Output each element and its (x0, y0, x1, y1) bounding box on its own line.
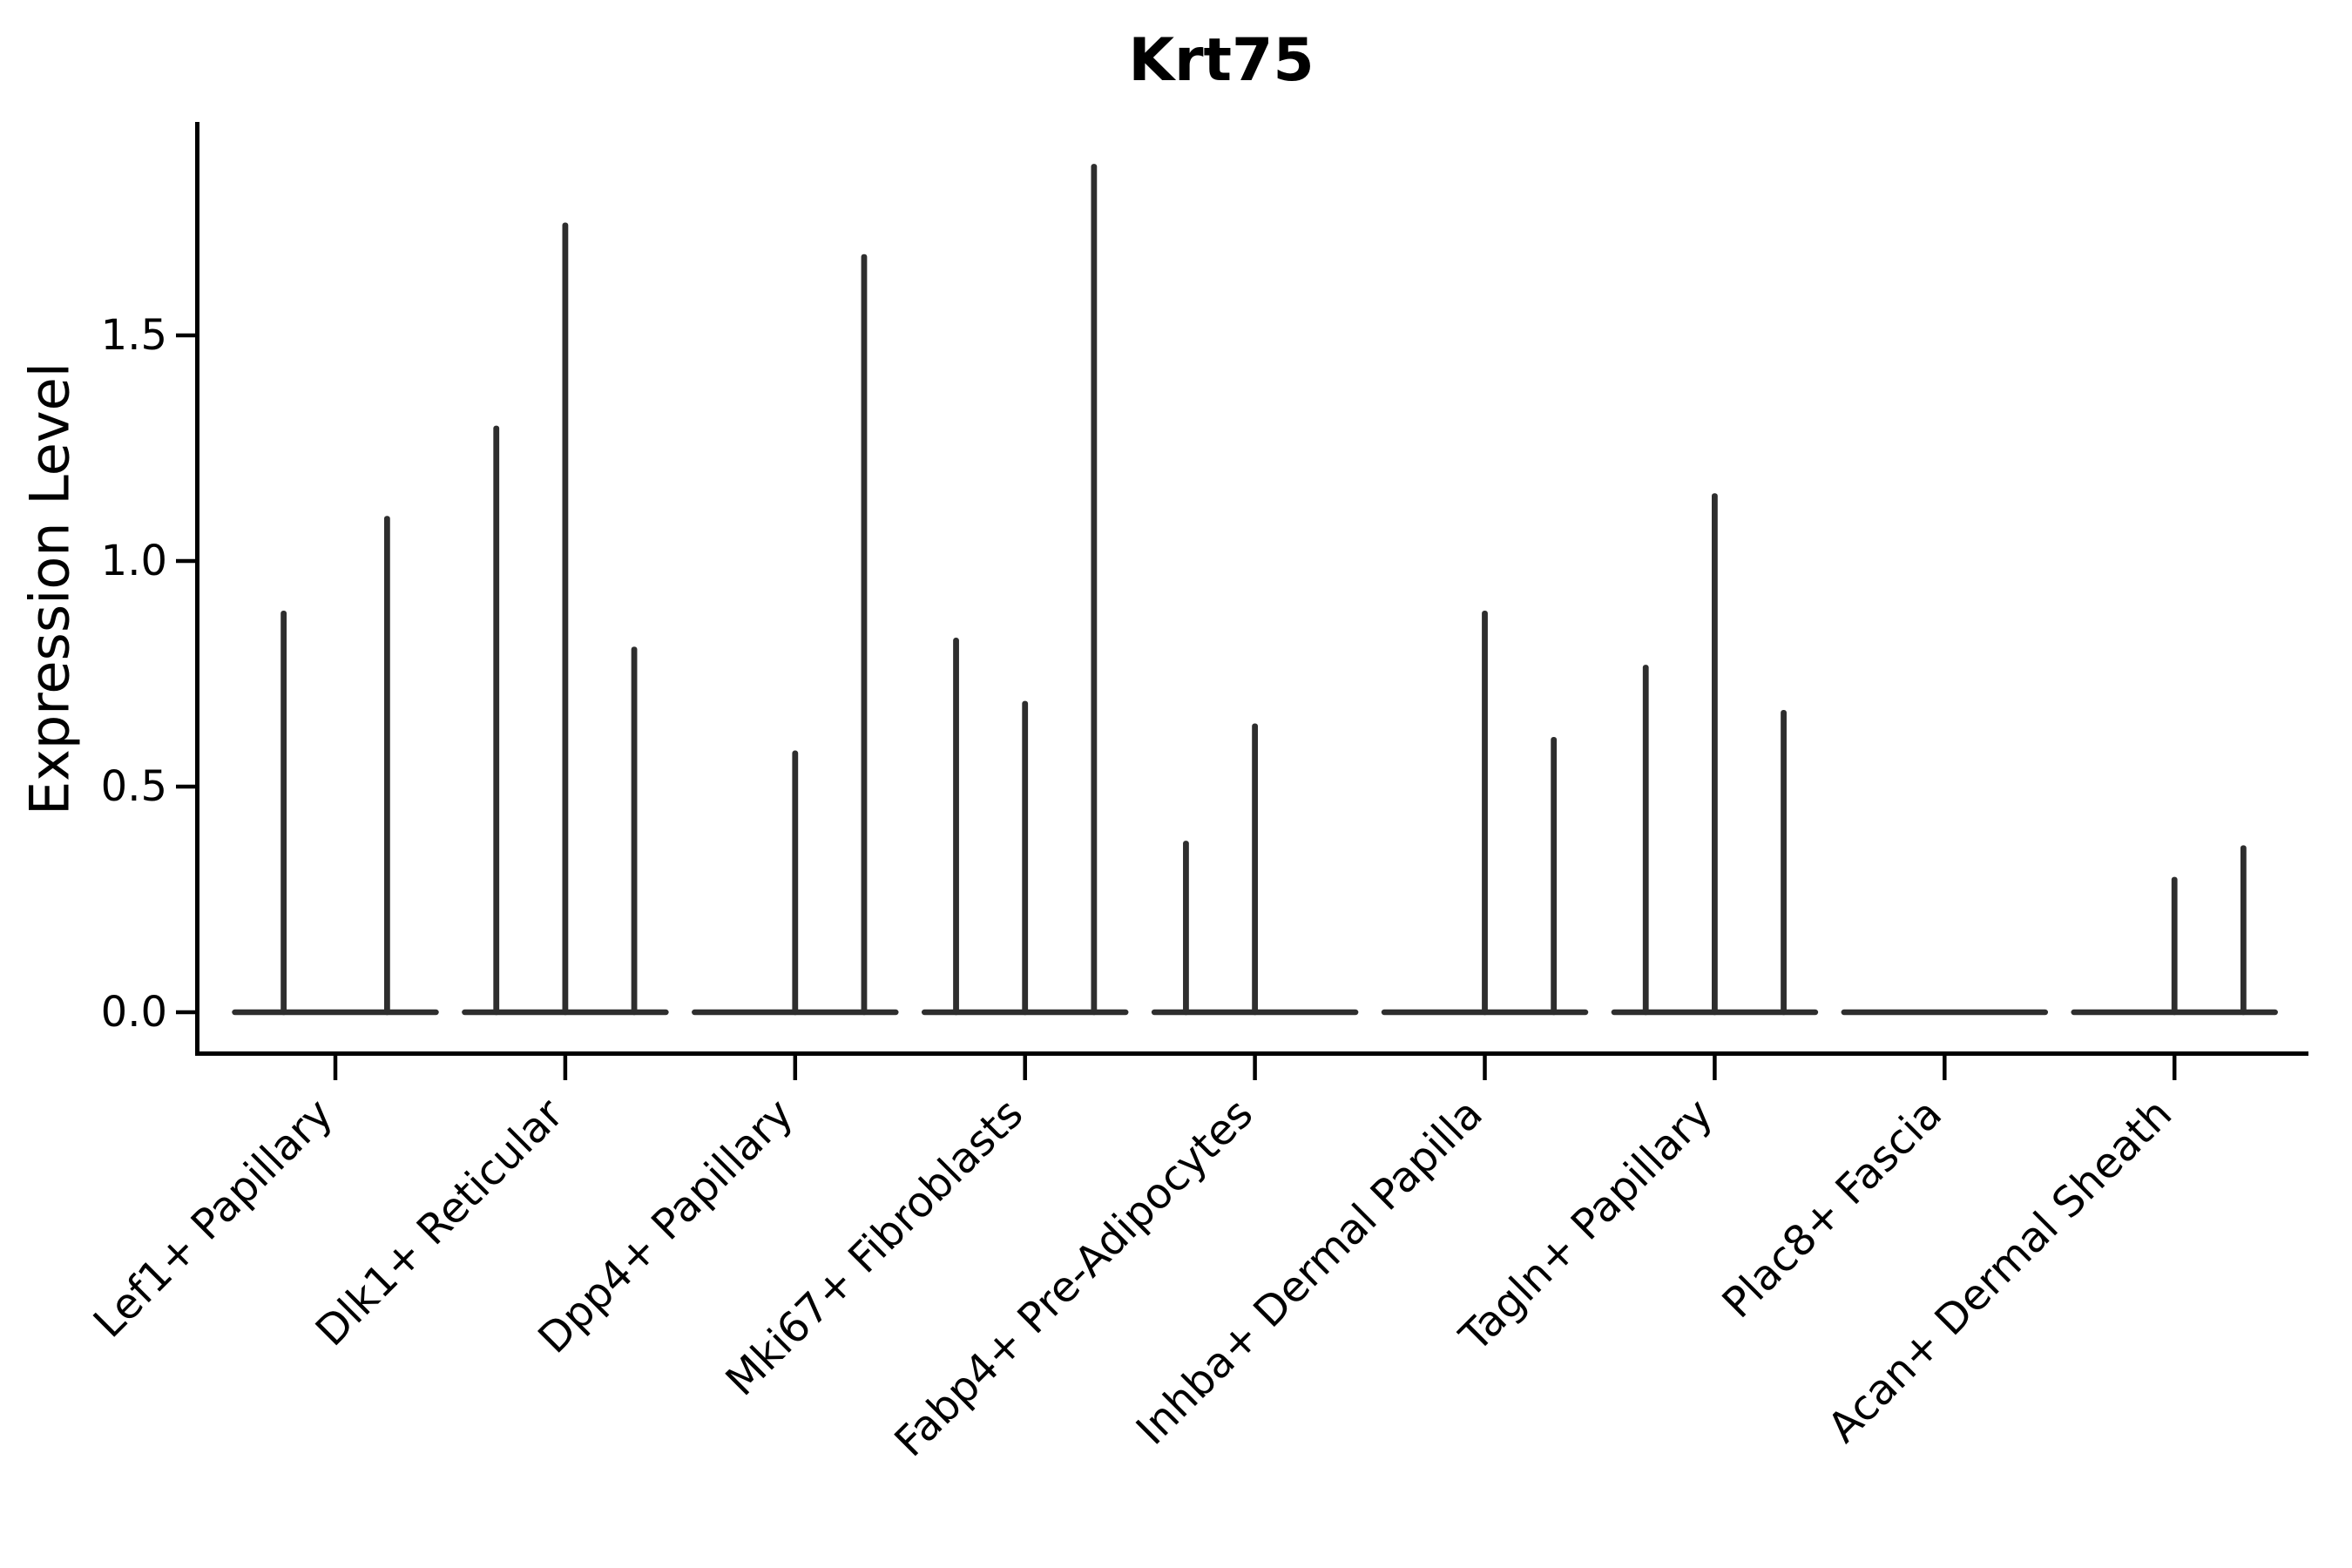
y-tick-label: 1.0 (100, 537, 167, 585)
y-tick-label: 0.0 (100, 988, 167, 1037)
chart-title: Krt75 (1128, 26, 1315, 95)
y-tick-label: 1.5 (100, 311, 167, 360)
y-tick-label: 0.5 (100, 762, 167, 811)
